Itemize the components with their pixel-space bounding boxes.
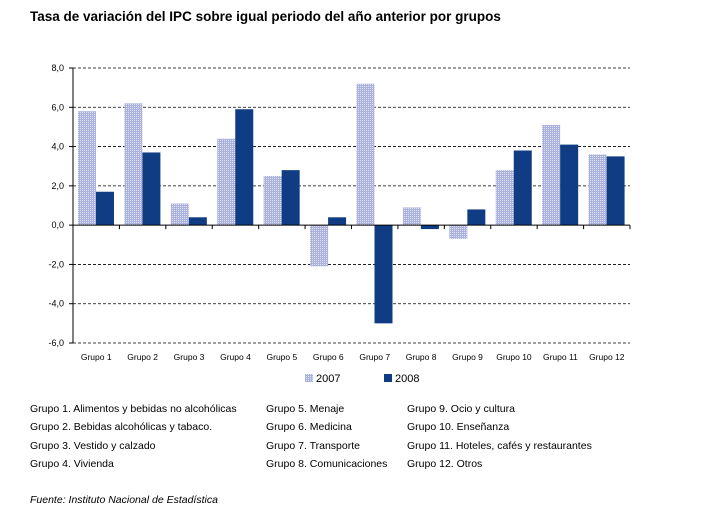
legend-label-2008: 2008 (395, 373, 419, 385)
x-tick-label: Grupo 3 (174, 352, 205, 362)
legend-swatch-2008 (384, 374, 392, 382)
bar-2008-4 (235, 109, 254, 226)
bar-2007-8 (402, 207, 421, 226)
bar-2007-1 (78, 111, 96, 226)
bar-2007-5 (263, 176, 282, 226)
y-tick-label: -2,0 (48, 259, 64, 269)
bar-2007-9 (449, 225, 468, 239)
note-grupo-7: Grupo 7. Transporte (266, 440, 360, 452)
x-tick-label: Grupo 9 (452, 352, 483, 362)
note-grupo-5: Grupo 5. Menaje (266, 403, 345, 415)
bar-2008-10 (513, 150, 532, 226)
bar-2008-2 (142, 152, 161, 226)
y-tick-label: -4,0 (48, 299, 64, 309)
bar-2008-1 (96, 191, 114, 226)
legend-label-2007: 2007 (316, 373, 340, 385)
note-grupo-4: Grupo 4. Vivienda (30, 458, 114, 470)
y-tick-label: 8,0 (51, 63, 64, 73)
bar-2007-10 (495, 170, 514, 226)
source-note: Fuente: Instituto Nacional de Estadístic… (30, 494, 218, 506)
note-grupo-3: Grupo 3. Vestido y calzado (30, 440, 156, 452)
bar-2007-2 (124, 103, 143, 226)
bar-2008-9 (467, 209, 486, 226)
y-tick-label: 4,0 (51, 142, 64, 152)
bar-2007-4 (217, 138, 236, 226)
y-tick-label: 0,0 (51, 220, 64, 230)
x-tick-label: Grupo 10 (496, 352, 532, 362)
note-grupo-10: Grupo 10. Enseñanza (407, 421, 510, 433)
bar-2008-8 (420, 225, 439, 230)
note-grupo-9: Grupo 9. Ocio y cultura (407, 403, 515, 415)
bar-2008-11 (560, 144, 579, 226)
note-grupo-2: Grupo 2. Bebidas alcohólicas y tabaco. (30, 421, 213, 433)
x-tick-label: Grupo 2 (127, 352, 158, 362)
x-tick-label: Grupo 8 (406, 352, 437, 362)
note-grupo-12: Grupo 12. Otros (407, 458, 483, 470)
x-tick-label: Grupo 12 (589, 352, 625, 362)
x-tick-label: Grupo 7 (359, 352, 390, 362)
y-tick-label: 6,0 (51, 102, 64, 112)
note-grupo-11: Grupo 11. Hoteles, cafés y restaurantes (407, 440, 592, 452)
x-tick-label: Grupo 6 (313, 352, 344, 362)
bar-2008-3 (188, 217, 207, 226)
x-tick-label: Grupo 11 (543, 352, 578, 362)
bar-2007-11 (542, 124, 561, 226)
note-grupo-1: Grupo 1. Alimentos y bebidas no alcohóli… (30, 403, 237, 415)
y-tick-label: 2,0 (51, 181, 64, 191)
note-grupo-8: Grupo 8. Comunicaciones (266, 458, 388, 470)
bar-2008-6 (328, 217, 347, 226)
x-tick-label: Grupo 1 (81, 352, 112, 362)
bar-2008-7 (374, 225, 393, 324)
bar-2007-6 (310, 225, 329, 267)
y-tick-label: -6,0 (48, 338, 64, 348)
legend-swatch-2007 (305, 374, 313, 382)
x-tick-label: Grupo 5 (267, 352, 298, 362)
x-tick-label: Grupo 4 (220, 352, 251, 362)
bar-2008-12 (606, 156, 625, 226)
bar-2008-5 (281, 170, 300, 226)
chart-title: Tasa de variación del IPC sobre igual pe… (30, 9, 501, 24)
bar-chart: 8,0 6,0 4,0 2,0 0,0 -2,0 -4,0 -6,0 Grupo 1 Grupo … (48, 63, 631, 385)
bar-2007-7 (356, 83, 375, 226)
bar-2007-12 (588, 154, 607, 226)
bar-2007-3 (170, 203, 189, 226)
group-legend-notes: Grupo 1. Alimentos y bebidas no alcohóli… (30, 403, 690, 481)
note-grupo-6: Grupo 6. Medicina (266, 421, 352, 433)
